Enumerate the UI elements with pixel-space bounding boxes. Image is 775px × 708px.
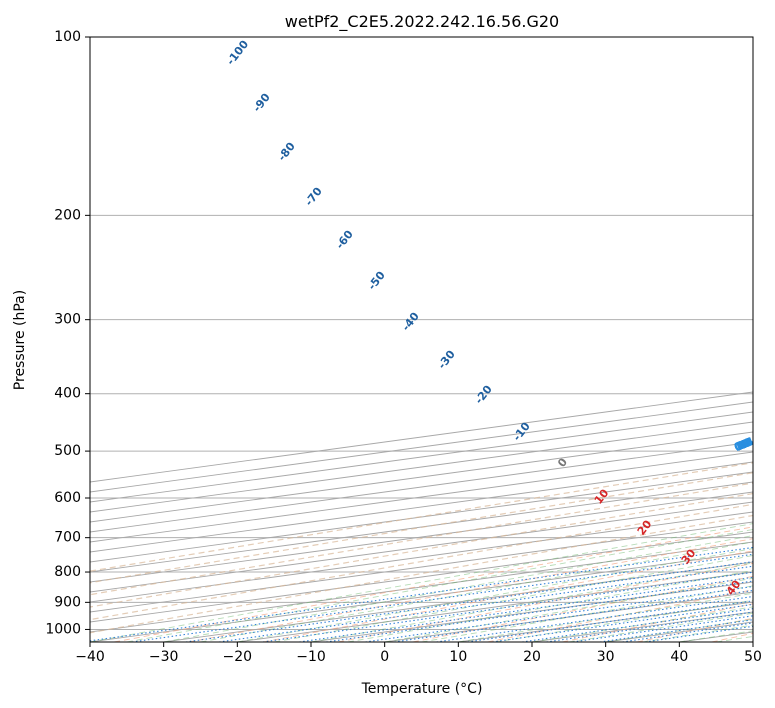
mixing-ratio-label: 30: [734, 436, 753, 454]
moist-adiabats: [90, 523, 753, 642]
isotherm-line: [90, 451, 753, 543]
mixing-ratio-line: [185, 561, 753, 642]
y-tick-label: 700: [54, 530, 81, 546]
mixing-ratio-label: 36: [734, 436, 753, 454]
x-tick-label: −30: [149, 649, 179, 665]
y-tick-label: 900: [54, 594, 81, 610]
mixing-ratio-line: [467, 600, 753, 642]
y-tick-label: 300: [54, 312, 81, 328]
dry-adiabat: [114, 526, 753, 642]
dry-adiabat: [90, 492, 753, 608]
moist-adiabat: [163, 535, 753, 642]
y-tick-label: 400: [54, 386, 81, 402]
mixing-ratio-label: 16: [734, 436, 753, 454]
isotherm-line: [90, 531, 753, 623]
mixing-ratio-label: 13: [734, 436, 753, 454]
x-tick-label: 30: [597, 649, 615, 665]
y-tick-label: 500: [54, 443, 81, 459]
isotherm-line: [90, 481, 753, 573]
y-tick-label: 200: [54, 207, 81, 223]
mixing-ratio-line: [436, 595, 753, 642]
isotherm-line: [90, 471, 753, 563]
x-tick-label: −10: [296, 649, 326, 665]
y-axis-label: Pressure (hPa): [12, 290, 28, 390]
pressure-gridlines: [90, 37, 753, 630]
y-tick-label: 800: [54, 564, 81, 580]
dry-adiabat: [90, 503, 753, 621]
moist-adiabat: [200, 541, 753, 642]
y-tick-label: 1000: [45, 621, 81, 637]
moist-adiabat: [237, 548, 753, 642]
x-tick-label: 50: [744, 649, 762, 665]
dry-adiabats: [90, 462, 753, 642]
dry-adiabat: [412, 575, 753, 642]
moist-adiabat: [347, 570, 753, 642]
moist-adiabat: [421, 585, 753, 642]
moist-adiabat: [126, 529, 753, 642]
mixing-ratio-label: 10: [734, 436, 753, 454]
mixing-ratio-line: [492, 603, 753, 642]
x-axis-label: Temperature (°C): [361, 681, 483, 697]
mixing-ratio-lines: [90, 546, 753, 642]
y-tick-label: 600: [54, 490, 81, 506]
mixing-ratio-label: 1: [738, 437, 750, 452]
plot-frame: [89, 36, 754, 643]
mixing-ratio-label: 20: [734, 436, 753, 454]
chart-title: wetPf2_C2E5.2022.242.16.56.G20: [285, 12, 559, 32]
mixing-ratio-label: 3: [738, 437, 750, 452]
isotherm-line: [90, 501, 753, 593]
x-tick-label: 0: [380, 649, 389, 665]
mixing-ratio-label: 25: [734, 436, 753, 454]
mixing-ratio-label: 8: [738, 437, 750, 452]
mixing-ratio-label: 2: [738, 437, 750, 452]
x-tick-label: 40: [670, 649, 688, 665]
x-tick-label: −20: [223, 649, 253, 665]
plot-area: [90, 37, 753, 642]
isotherm-line: [90, 491, 753, 583]
y-axis-ticks: 100 200 300 400 500 600 700 800 900 1000: [45, 29, 90, 637]
mixing-ratio-line: [131, 553, 753, 642]
mixing-ratio-line: [522, 608, 753, 642]
x-tick-label: 10: [449, 649, 467, 665]
y-tick-label: 100: [54, 29, 81, 45]
dry-adiabat: [338, 562, 753, 642]
x-tick-label: −40: [75, 649, 105, 665]
isotherm-line: [90, 461, 753, 553]
mixing-ratio-line: [90, 546, 753, 642]
isotherm-line: [90, 521, 753, 613]
x-axis-ticks: −40 −30 −20 −10 0 10 20 30 40 50: [75, 642, 762, 665]
x-tick-label: 20: [523, 649, 541, 665]
dry-adiabat: [188, 538, 753, 642]
